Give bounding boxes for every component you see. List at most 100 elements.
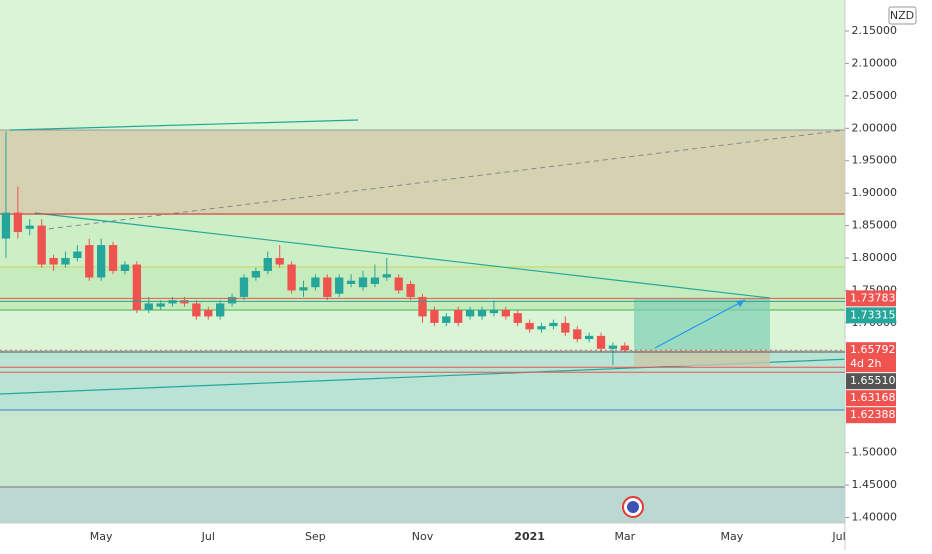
trend-line	[39, 129, 846, 231]
candle-body	[204, 309, 213, 317]
candle-body	[73, 251, 82, 259]
candle-body	[275, 258, 284, 265]
price-label: 1.73783	[850, 291, 896, 304]
y-tick-label: 2.10000	[852, 56, 898, 69]
y-tick-label: 1.40000	[852, 510, 898, 523]
candle-body	[192, 303, 201, 317]
candle-body	[608, 345, 618, 349]
candle-body	[263, 258, 272, 272]
stop-zone	[634, 350, 770, 366]
candle-body	[358, 277, 368, 288]
currency-box[interactable]	[888, 6, 917, 25]
price-label: 1.65510	[850, 374, 896, 387]
candle-body	[501, 309, 510, 317]
candle-body	[144, 303, 153, 310]
candle-body	[442, 316, 451, 323]
candle-body	[61, 258, 70, 265]
candle-body	[37, 225, 46, 265]
price-label-box	[846, 407, 896, 424]
candle-body	[549, 322, 558, 327]
candle-body	[216, 303, 225, 317]
candle-body	[25, 225, 34, 229]
candle-body	[287, 264, 296, 291]
candle-body	[13, 212, 23, 233]
y-tick-label: 1.90000	[852, 186, 898, 199]
candle-body	[311, 277, 320, 288]
candle-body	[620, 345, 629, 351]
x-tick-label: Jul	[831, 530, 845, 543]
trend-line	[9, 119, 359, 131]
zone	[0, 130, 845, 215]
target-zone	[634, 299, 770, 350]
x-tick-label: May	[90, 530, 113, 543]
candle-body	[1, 212, 11, 239]
x-tick-label: Sep	[305, 530, 326, 543]
candle-body	[96, 245, 106, 278]
price-label: 1.73315	[850, 308, 896, 321]
y-tick-label: 1.50000	[852, 446, 898, 459]
candle-body	[477, 309, 487, 317]
candle-body	[430, 309, 439, 323]
y-tick-label: 2.05000	[852, 89, 898, 102]
countdown: 4d 2h	[850, 357, 881, 370]
x-tick-label: Mar	[614, 530, 635, 543]
y-tick-label: 1.80000	[852, 251, 898, 264]
zone	[0, 215, 845, 267]
price-label-box	[846, 342, 896, 373]
candle-body	[596, 335, 606, 349]
price-label-box	[846, 373, 896, 390]
y-tick-label: 2.15000	[852, 24, 898, 37]
x-tick-label: 2021	[514, 530, 545, 543]
candle-body	[370, 277, 380, 284]
candle-body	[489, 309, 499, 314]
time-axis	[0, 523, 845, 550]
arrow	[654, 299, 746, 349]
candle-body	[573, 329, 582, 340]
candle-body	[454, 309, 463, 323]
trend-line	[34, 212, 771, 299]
x-tick-label: Nov	[412, 530, 434, 543]
candle-body	[49, 258, 58, 265]
candle-body	[465, 309, 475, 317]
price-label-box	[846, 307, 896, 324]
y-tick-label: 2.00000	[852, 121, 898, 134]
price-label-box	[846, 290, 896, 307]
candle-body	[525, 322, 534, 330]
price-label: 1.62388	[850, 408, 896, 421]
candle-body	[108, 245, 118, 272]
candle-body	[513, 313, 522, 323]
candle-body	[406, 283, 415, 297]
candle-body	[227, 296, 237, 304]
event-icon	[627, 501, 639, 513]
x-tick-label: May	[721, 530, 744, 543]
candle-body	[346, 280, 356, 284]
zone	[0, 487, 845, 523]
candle-body	[156, 303, 165, 307]
candle-body	[251, 271, 261, 278]
candle-body	[561, 322, 570, 333]
price-label-box	[846, 390, 896, 407]
candle-body	[120, 264, 130, 272]
price-label: 1.63168	[850, 391, 896, 404]
price-label: 1.65792	[850, 343, 896, 356]
candle-body	[85, 245, 94, 278]
price-axis	[845, 0, 932, 550]
candle-body	[335, 277, 344, 294]
candle-body	[132, 264, 142, 310]
candle-body	[394, 277, 403, 291]
candle-body	[382, 274, 391, 278]
currency[interactable]: NZD	[890, 9, 914, 22]
candle-body	[299, 287, 308, 291]
y-tick-label: 1.45000	[852, 478, 898, 491]
candle-body	[418, 296, 427, 317]
zone	[0, 410, 845, 487]
x-tick-label: Jul	[201, 530, 215, 543]
candle-body	[537, 326, 546, 330]
candle-body	[239, 277, 249, 297]
candle-body	[323, 277, 332, 297]
y-tick-label: 1.85000	[852, 219, 898, 232]
candle-body	[584, 335, 594, 340]
y-tick-label: 1.95000	[852, 154, 898, 167]
